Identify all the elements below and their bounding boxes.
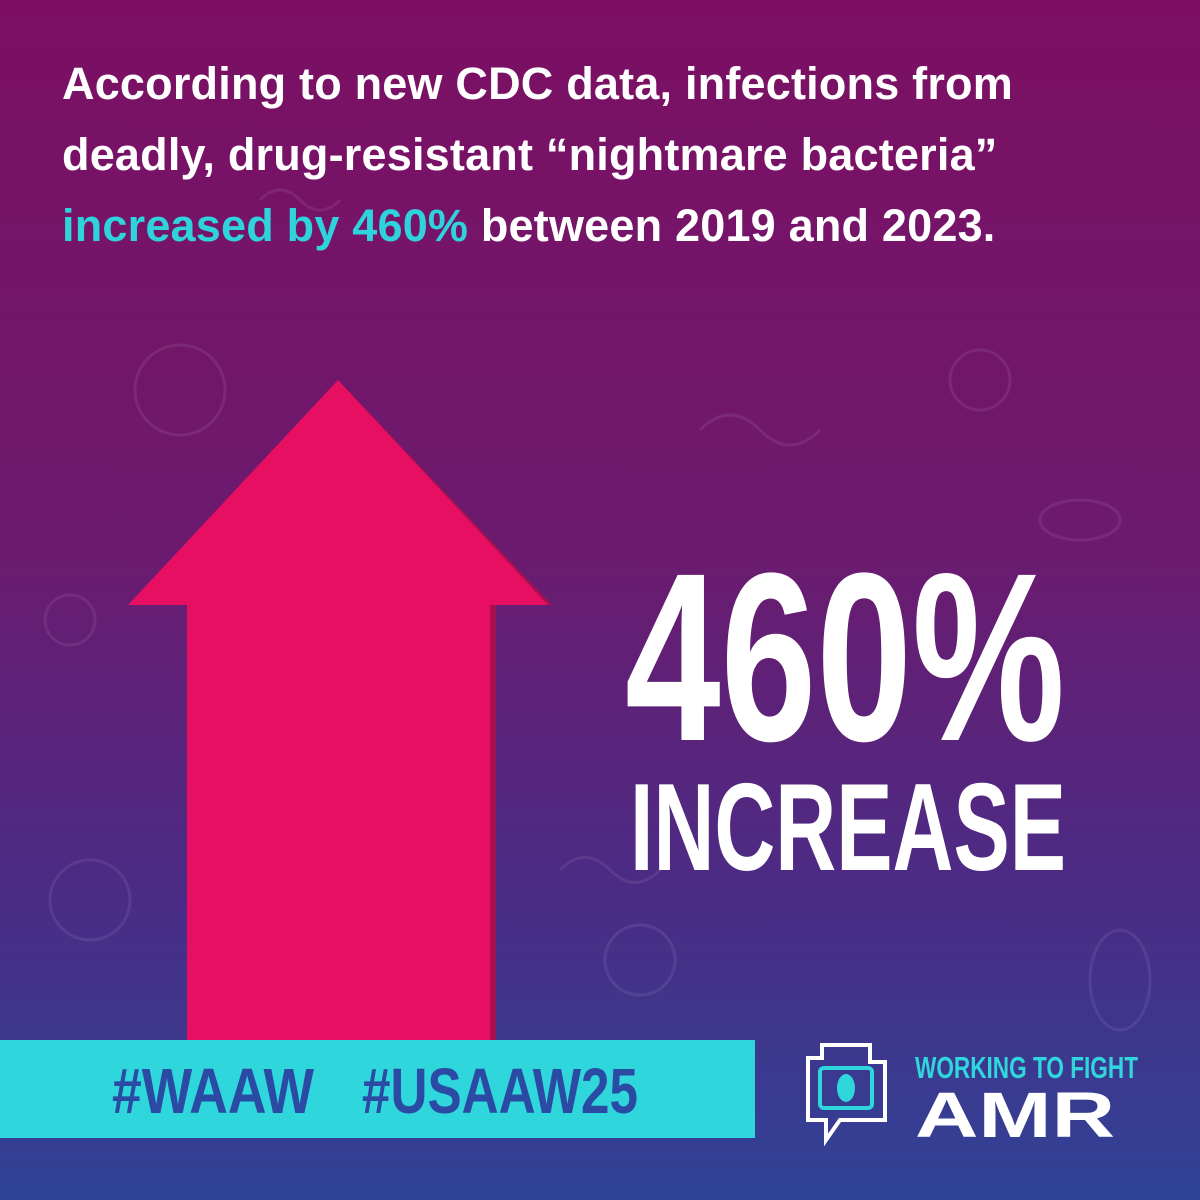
- bacteria-pattern: [43, 188, 1152, 1032]
- big-stat: 460%: [625, 523, 1065, 791]
- headline: According to new CDC data, infections fr…: [62, 48, 1152, 261]
- headline-highlight: increased by 460%: [62, 200, 469, 251]
- up-arrow: [128, 380, 548, 1042]
- hashtag: #USAAW25: [362, 1055, 638, 1127]
- stat-label: INCREASE: [630, 759, 1066, 897]
- headline-text: between 2019 and 2023.: [468, 200, 996, 251]
- hashtag: #WAAW: [112, 1055, 314, 1127]
- logo-icon: [806, 1043, 887, 1147]
- hashtag-bar: [0, 1040, 755, 1138]
- logo-tagline: WORKING TO FIGHT: [915, 1050, 1138, 1085]
- logo-name: AMR: [915, 1079, 1115, 1151]
- headline-text: According to new CDC data, infections fr…: [62, 58, 1013, 180]
